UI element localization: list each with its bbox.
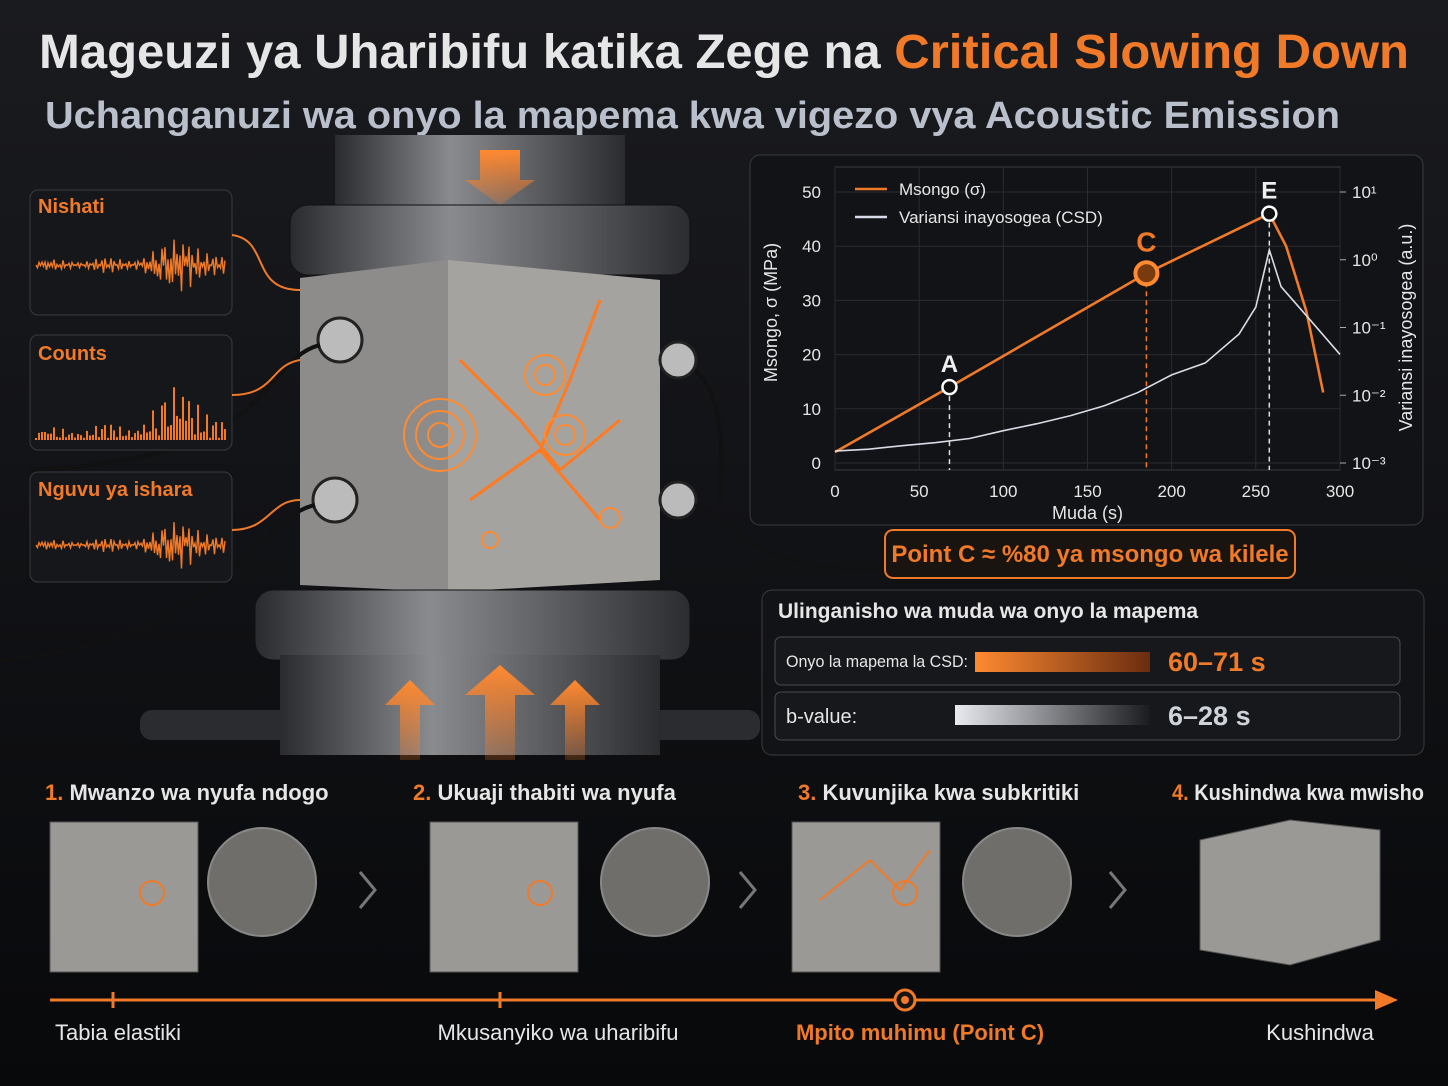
y2-tick-label: 10⁻³: [1352, 454, 1386, 473]
waveform: [35, 522, 226, 569]
x-tick-label: 250: [1242, 482, 1270, 501]
specimen: [0, 135, 881, 760]
x-axis-label: Muda (s): [1052, 503, 1123, 523]
legend-label: Msongo (σ): [899, 180, 986, 199]
stage-number: 3.: [798, 780, 816, 805]
timeline: Tabia elastiki Mkusanyiko wa uharibifu M…: [50, 988, 1398, 1045]
x-tick-label: 50: [910, 482, 929, 501]
row-value: 60–71 s: [1168, 647, 1266, 677]
legend-label: Variansi inayosogea (CSD): [899, 208, 1103, 227]
stage-number: 4.: [1172, 780, 1189, 805]
row-label: b-value:: [786, 706, 857, 728]
point-label: A: [941, 351, 958, 378]
stage-title: Kuvunjika kwa subkritiki: [822, 780, 1079, 805]
y2-tick-label: 10¹: [1352, 183, 1377, 202]
point-label: E: [1261, 178, 1277, 205]
signal-label: Counts: [38, 343, 107, 365]
timeline-label: Kushindwa: [1266, 1020, 1374, 1045]
x-tick-label: 300: [1326, 482, 1354, 501]
bar-graphic: [975, 652, 1150, 672]
callout-box: [884, 529, 1296, 579]
row-label: Onyo la mapema la CSD:: [786, 652, 968, 671]
title-main: Mageuzi ya Uharibifu katika Zege na: [39, 26, 881, 79]
stage-number: 1.: [45, 780, 63, 805]
y-axis-label: Msongo, σ (MPa): [761, 243, 781, 382]
y-tick-label: 40: [802, 237, 821, 256]
chart-panel: 0 50 100 150 200 250 300 0 10 20 30 40 50 10⁻³ 10⁻² 10⁻…: [749, 154, 1424, 526]
waveform: [35, 239, 226, 292]
stage-title: Mwanzo wa nyufa ndogo: [69, 780, 328, 805]
comparison-title: Ulinganisho wa muda wa onyo la mapema: [778, 600, 1198, 623]
callout: Point C ≈ %80 ya msongo wa kilele: [891, 541, 1288, 568]
x-tick-label: 0: [830, 482, 839, 501]
y-tick-label: 30: [802, 291, 821, 310]
x-tick-label: 200: [1157, 482, 1185, 501]
signal-label: Nishati: [38, 196, 105, 218]
stage-heading: 3. Kuvunjika kwa subkritiki: [798, 780, 1079, 805]
stage-title: Ukuaji thabiti wa nyufa: [437, 780, 676, 805]
series-line: [834, 246, 1341, 452]
stage-title: Kushindwa kwa mwisho: [1194, 780, 1424, 805]
y2-tick-label: 10⁰: [1352, 251, 1378, 270]
stage-number: 2.: [413, 780, 431, 805]
timeline-label: Mkusanyiko wa uharibifu: [438, 1020, 679, 1045]
y2-axis-label: Variansi inayosogea (a.u.): [1396, 224, 1416, 432]
comparison: Ulinganisho wa muda wa onyo la mapema On…: [761, 589, 1425, 756]
stage-heading: 1. Mwanzo wa nyufa ndogo: [45, 780, 329, 805]
y2-tick-label: 10⁻²: [1352, 386, 1386, 405]
y-tick-label: 20: [802, 346, 821, 365]
x-tick-label: 150: [1073, 482, 1101, 501]
timeline-label: Tabia elastiki: [55, 1020, 181, 1045]
signal-label: Nguvu ya ishara: [38, 479, 193, 501]
timeline-label: Mpito muhimu (Point C): [796, 1020, 1044, 1045]
bar-graphic: [955, 705, 1150, 725]
point-marker: [1261, 205, 1278, 222]
waveform: [35, 387, 226, 440]
y2-tick-label: 10⁻¹: [1352, 319, 1386, 338]
point-label: C: [1136, 226, 1156, 257]
subtitle: Uchanganuzi wa onyo la mapema kwa vigezo…: [45, 95, 1340, 137]
x-tick-label: 100: [989, 482, 1017, 501]
y-tick-label: 10: [802, 400, 821, 419]
point-marker: [941, 378, 958, 396]
stages: 1. Mwanzo wa nyufa ndogo 2. Ukuaji thabi…: [45, 780, 1424, 973]
title: Mageuzi ya Uharibifu katika Zege na Crit…: [39, 26, 1409, 79]
y-tick-label: 0: [812, 454, 821, 473]
title-highlight: Critical Slowing Down: [894, 26, 1409, 79]
point-marker: [1133, 260, 1160, 287]
signal-panels: Nishati Counts Nguvu ya ishara: [29, 189, 301, 583]
stage-heading: 4. Kushindwa kwa mwisho: [1172, 780, 1424, 805]
row-value: 6–28 s: [1168, 701, 1251, 731]
y-tick-label: 50: [802, 183, 821, 202]
stage-heading: 2. Ukuaji thabiti wa nyufa: [413, 780, 677, 805]
